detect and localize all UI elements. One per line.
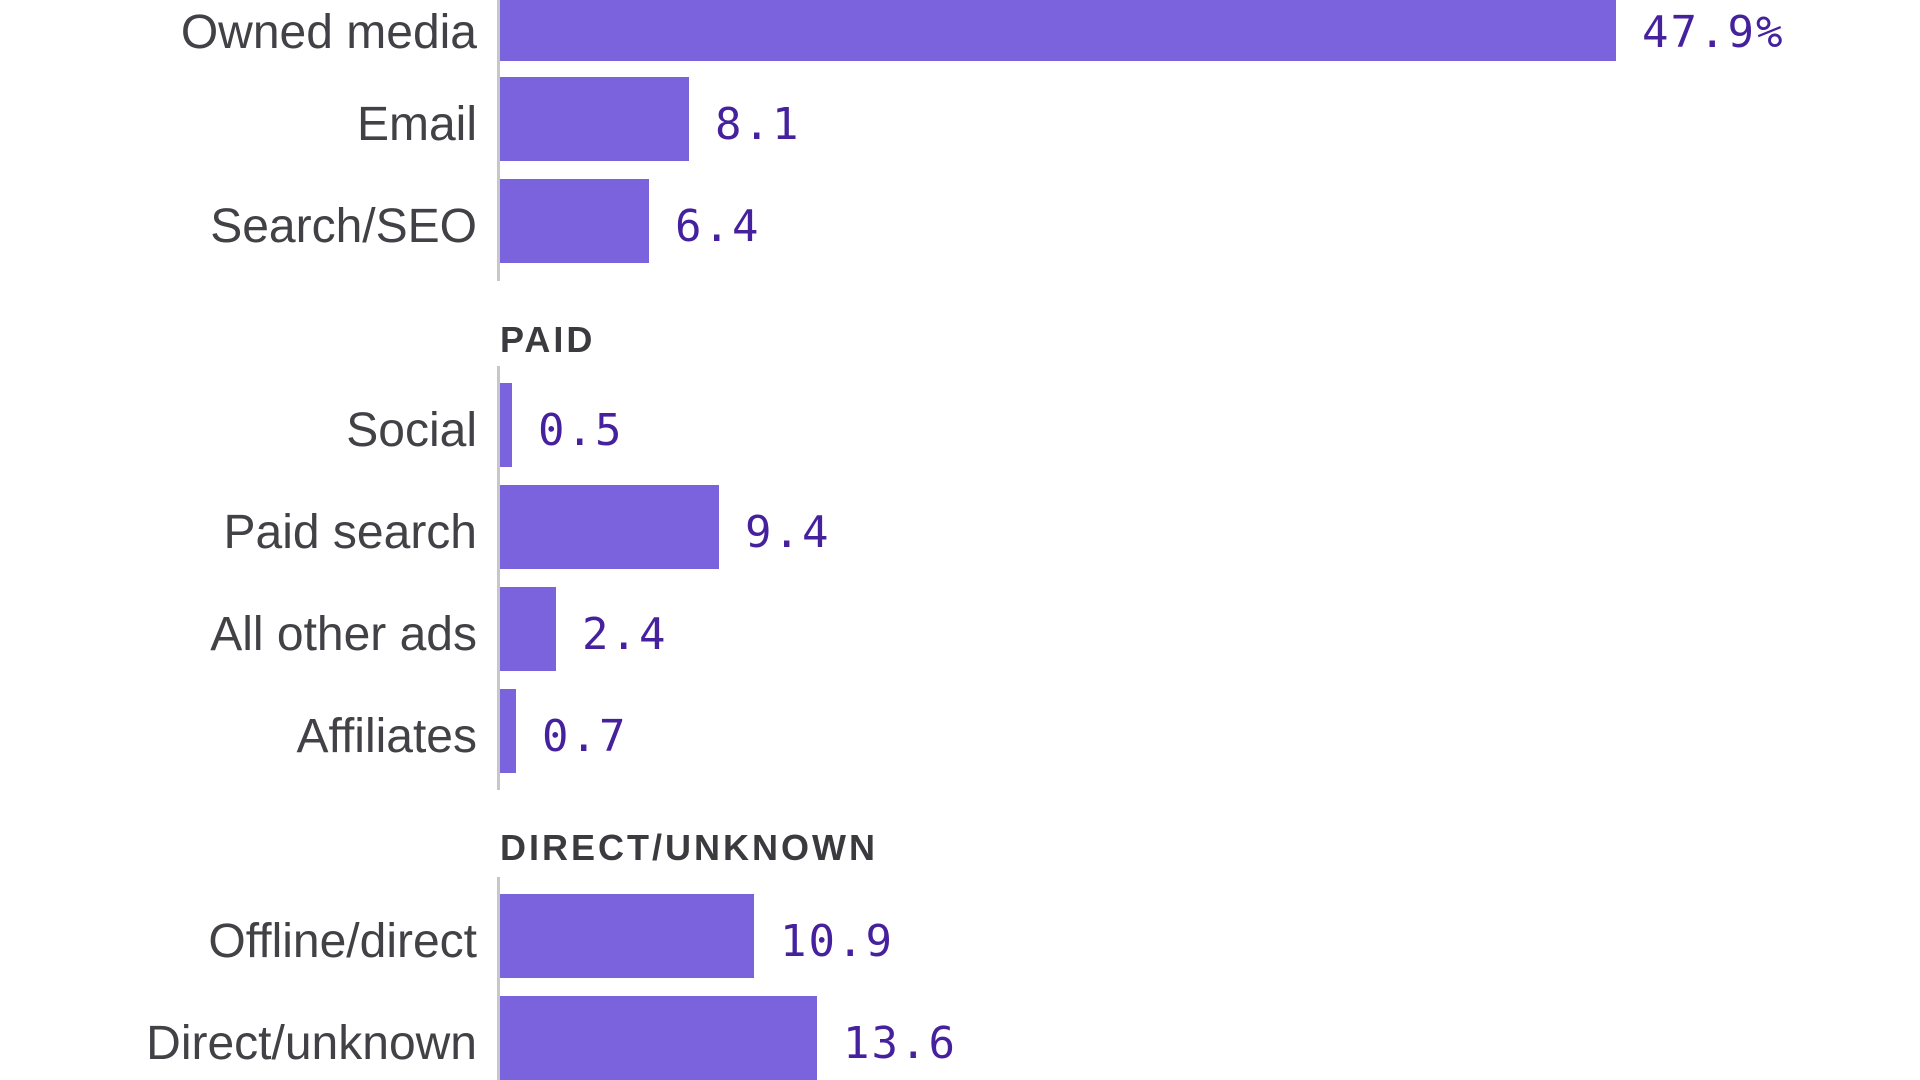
axis-line	[497, 366, 500, 790]
category-label: Affiliates	[296, 709, 477, 763]
section-header: DIRECT/UNKNOWN	[500, 827, 878, 868]
category-label: Paid search	[223, 505, 477, 559]
bar	[500, 179, 649, 263]
category-label: All other ads	[210, 607, 477, 661]
section-header: PAID	[500, 319, 596, 360]
value-label: 13.6	[843, 1017, 957, 1069]
bar	[500, 0, 1616, 61]
value-label: 0.7	[542, 710, 628, 762]
value-label: 8.1	[715, 98, 801, 150]
axis-line	[497, 877, 500, 1080]
value-label: 6.4	[675, 200, 761, 252]
bar	[500, 77, 689, 161]
value-label: 10.9	[780, 915, 894, 967]
bar	[500, 689, 516, 773]
category-label: Owned media	[180, 5, 477, 59]
bar	[500, 383, 512, 467]
axis-line	[497, 0, 500, 281]
category-label: Social	[346, 403, 477, 457]
bar	[500, 996, 817, 1080]
bar	[500, 587, 556, 671]
value-label: 0.5	[538, 404, 624, 456]
value-label: 47.9%	[1642, 6, 1785, 58]
bar	[500, 894, 754, 978]
value-label: 2.4	[582, 608, 668, 660]
category-label: Email	[356, 97, 477, 151]
category-label: Search/SEO	[210, 199, 477, 253]
bar	[500, 485, 719, 569]
category-label: Offline/direct	[208, 914, 477, 968]
category-label: Direct/unknown	[146, 1016, 477, 1070]
value-label: 9.4	[745, 506, 831, 558]
